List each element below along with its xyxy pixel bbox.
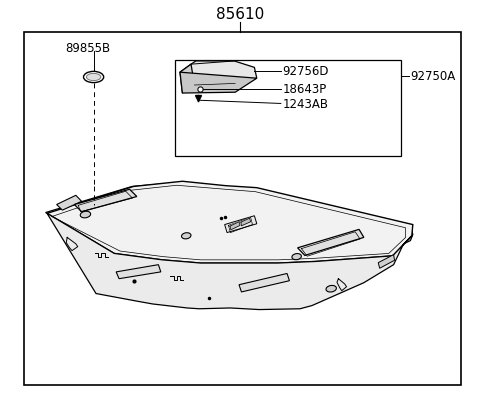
Text: 89855B: 89855B [65, 42, 110, 55]
Ellipse shape [326, 286, 336, 292]
Polygon shape [180, 64, 194, 93]
Polygon shape [47, 181, 413, 263]
Text: 85610: 85610 [216, 6, 264, 22]
Polygon shape [378, 255, 395, 268]
Ellipse shape [181, 233, 191, 239]
Polygon shape [57, 195, 82, 210]
Ellipse shape [86, 73, 101, 81]
Bar [175, 60, 401, 156]
Polygon shape [230, 222, 240, 230]
Ellipse shape [84, 71, 104, 83]
Polygon shape [180, 61, 257, 85]
Text: 18643P: 18643P [282, 83, 326, 95]
Polygon shape [225, 216, 257, 233]
Bar [24, 32, 461, 385]
Polygon shape [47, 213, 412, 310]
Text: 1243AB: 1243AB [282, 98, 328, 111]
Polygon shape [180, 72, 257, 93]
Polygon shape [241, 218, 251, 226]
Ellipse shape [292, 253, 301, 260]
Ellipse shape [80, 211, 91, 218]
Polygon shape [298, 229, 364, 255]
Polygon shape [116, 265, 161, 279]
Polygon shape [74, 189, 137, 212]
Polygon shape [239, 273, 289, 292]
Text: 92756D: 92756D [282, 65, 329, 78]
Text: 92750A: 92750A [410, 70, 456, 83]
Polygon shape [46, 182, 413, 261]
